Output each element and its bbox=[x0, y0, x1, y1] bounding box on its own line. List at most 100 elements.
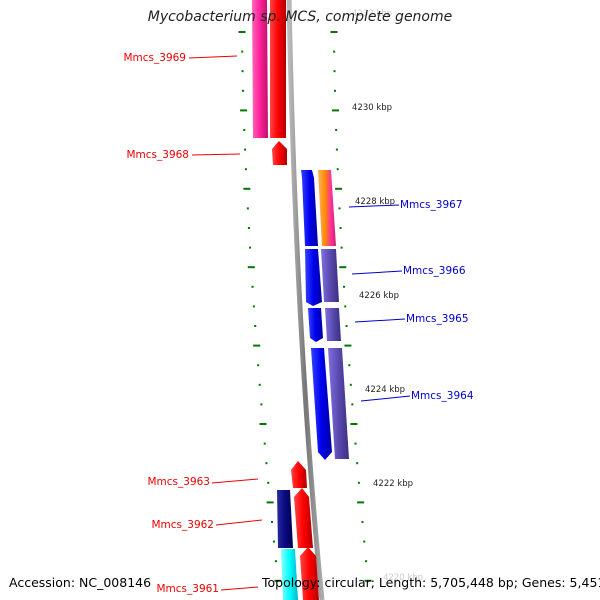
inner-ring-minor-tick bbox=[241, 50, 244, 53]
leader-mmcs-3969 bbox=[188, 55, 238, 59]
inner-ring-minor-tick bbox=[271, 521, 274, 523]
outer-ring-minor-tick bbox=[336, 168, 339, 171]
gene-mmcs-3963[interactable] bbox=[291, 461, 307, 488]
tick-label-4226: 4226 kbp bbox=[359, 291, 399, 301]
outer-ring-major-tick bbox=[330, 31, 338, 33]
inner-ring-minor-tick bbox=[247, 227, 250, 229]
outer-ring-minor-tick bbox=[335, 129, 338, 131]
label-mmcs-3964[interactable]: Mmcs_3964 bbox=[411, 390, 474, 402]
inner-ring-major-tick bbox=[253, 344, 261, 347]
leader-mmcs-3967 bbox=[348, 204, 400, 208]
label-mmcs-3965[interactable]: Mmcs_3965 bbox=[406, 313, 469, 325]
label-mmcs-3963[interactable]: Mmcs_3963 bbox=[147, 476, 210, 488]
outer-ring-minor-tick bbox=[344, 305, 347, 308]
outer-tick-ring bbox=[330, 31, 372, 582]
cog-mmcs-3967 bbox=[318, 170, 336, 246]
forward-strand-genes bbox=[252, 0, 319, 600]
cog-mmcs-3961 bbox=[281, 549, 298, 600]
inner-ring-major-tick bbox=[247, 266, 255, 269]
label-mmcs-3961[interactable]: Mmcs_3961 bbox=[156, 583, 219, 595]
inner-ring-minor-tick bbox=[241, 70, 244, 73]
inner-ring-minor-tick bbox=[246, 207, 249, 210]
label-leaders bbox=[188, 55, 411, 591]
leader-mmcs-3961 bbox=[220, 586, 259, 591]
inner-ring-minor-tick bbox=[249, 246, 252, 249]
genome-backbone bbox=[286, 0, 325, 600]
inner-ring-major-tick bbox=[274, 579, 282, 582]
outer-ring-major-tick bbox=[335, 187, 343, 190]
leader-mmcs-3968 bbox=[191, 153, 241, 156]
cog-mmcs-3964 bbox=[328, 348, 349, 459]
outer-ring-minor-tick bbox=[354, 442, 357, 445]
outer-ring-major-tick bbox=[364, 579, 372, 582]
outer-ring-minor-tick bbox=[339, 227, 342, 229]
inner-ring-minor-tick bbox=[263, 442, 266, 445]
inner-ring-minor-tick bbox=[243, 129, 246, 131]
gene-mmcs-3969[interactable] bbox=[270, 0, 286, 138]
inner-ring-major-tick bbox=[266, 501, 274, 504]
outer-ring-minor-tick bbox=[365, 560, 368, 563]
gene-mmcs-3964[interactable] bbox=[311, 348, 332, 460]
cog-mmcs-3965 bbox=[325, 308, 341, 341]
label-mmcs-3968[interactable]: Mmcs_3968 bbox=[126, 149, 189, 161]
outer-ring-minor-tick bbox=[342, 285, 345, 288]
outer-ring-minor-tick bbox=[338, 207, 341, 210]
gene-mmcs-3965[interactable] bbox=[308, 308, 323, 342]
inner-ring-minor-tick bbox=[244, 148, 247, 151]
inner-ring-minor-tick bbox=[254, 325, 257, 327]
map-title: Mycobacterium sp. MCS, complete genome bbox=[147, 9, 453, 25]
outer-ring-major-tick bbox=[350, 423, 358, 425]
outer-ring-minor-tick bbox=[333, 50, 336, 53]
label-mmcs-3969[interactable]: Mmcs_3969 bbox=[123, 52, 186, 64]
outer-ring-minor-tick bbox=[363, 540, 366, 543]
inner-ring-minor-tick bbox=[258, 383, 261, 386]
cog-mmcs-3962 bbox=[277, 490, 293, 548]
outer-ring-minor-tick bbox=[361, 521, 364, 523]
outer-ring-major-tick bbox=[339, 266, 347, 269]
inner-ring-minor-tick bbox=[257, 364, 260, 367]
cog-mmcs-3969 bbox=[252, 0, 268, 138]
inner-ring-minor-tick bbox=[260, 403, 263, 406]
gene-mmcs-3966[interactable] bbox=[305, 249, 322, 306]
inner-ring-minor-tick bbox=[242, 89, 245, 92]
gene-mmcs-3961[interactable] bbox=[300, 547, 319, 600]
outer-ring-minor-tick bbox=[351, 403, 354, 406]
reverse-strand-genes bbox=[301, 170, 349, 460]
gene-mmcs-3962[interactable] bbox=[294, 488, 313, 548]
outer-ring-minor-tick bbox=[349, 383, 352, 386]
outer-ring-minor-tick bbox=[335, 148, 338, 151]
outer-ring-minor-tick bbox=[333, 70, 336, 73]
inner-ring-major-tick bbox=[259, 423, 267, 425]
leader-mmcs-3963 bbox=[211, 478, 259, 484]
label-mmcs-3962[interactable]: Mmcs_3962 bbox=[151, 519, 214, 531]
outer-ring-minor-tick bbox=[357, 481, 360, 484]
leader-mmcs-3964 bbox=[360, 395, 411, 402]
inner-ring-major-tick bbox=[238, 31, 246, 33]
label-mmcs-3967[interactable]: Mmcs_3967 bbox=[400, 199, 463, 211]
outer-ring-minor-tick bbox=[348, 364, 351, 367]
gene-labels: Mmcs_3969 Mmcs_3968 Mmcs_3967 Mmcs_3966 … bbox=[123, 52, 473, 595]
inner-ring-minor-tick bbox=[265, 462, 268, 465]
tick-label-4224: 4224 kbp bbox=[365, 385, 405, 395]
leader-mmcs-3965 bbox=[354, 318, 406, 323]
cog-mmcs-3966 bbox=[321, 249, 339, 302]
inner-ring-minor-tick bbox=[274, 560, 277, 563]
inner-ring-minor-tick bbox=[272, 540, 275, 543]
kbp-labels: 4232 kbp 4230 kbp 4228 kbp 4226 kbp 4224… bbox=[352, 9, 423, 583]
gene-mmcs-3968[interactable] bbox=[272, 141, 287, 165]
inner-ring-major-tick bbox=[240, 109, 248, 112]
inner-ring-major-tick bbox=[243, 187, 251, 190]
leader-mmcs-3966 bbox=[351, 270, 403, 275]
inner-ring-minor-tick bbox=[244, 168, 247, 171]
gene-mmcs-3967[interactable] bbox=[301, 170, 318, 246]
outer-ring-minor-tick bbox=[340, 246, 343, 249]
outer-ring-minor-tick bbox=[356, 462, 359, 465]
label-mmcs-3966[interactable]: Mmcs_3966 bbox=[403, 265, 466, 277]
tick-label-4230: 4230 kbp bbox=[352, 103, 392, 113]
topology-text: Topology: circular; Length: 5,705,448 bp… bbox=[262, 575, 600, 590]
tick-label-4232: 4232 kbp bbox=[352, 9, 392, 19]
tick-label-4228: 4228 kbp bbox=[355, 197, 395, 207]
leader-mmcs-3962 bbox=[215, 519, 263, 526]
inner-ring-minor-tick bbox=[251, 285, 254, 288]
